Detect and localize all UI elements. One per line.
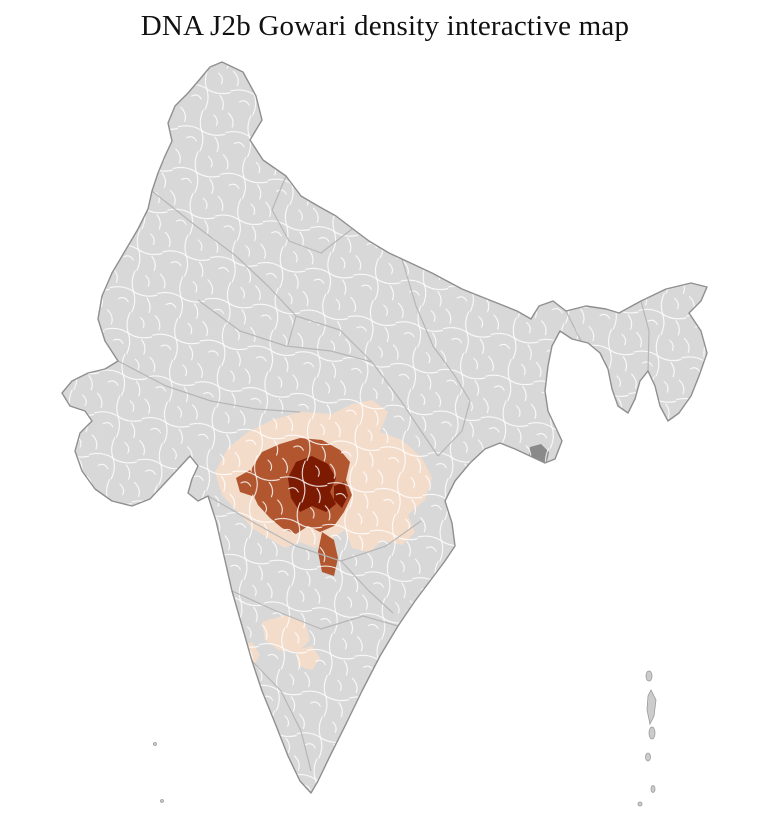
page-title: DNA J2b Gowari density interactive map xyxy=(140,10,630,42)
district-boundaries-overlay xyxy=(62,62,707,793)
andaman-islands[interactable] xyxy=(637,670,657,807)
india-outline xyxy=(61,61,708,794)
state-borders xyxy=(117,175,650,772)
lakshadweep-islands[interactable] xyxy=(153,742,164,803)
